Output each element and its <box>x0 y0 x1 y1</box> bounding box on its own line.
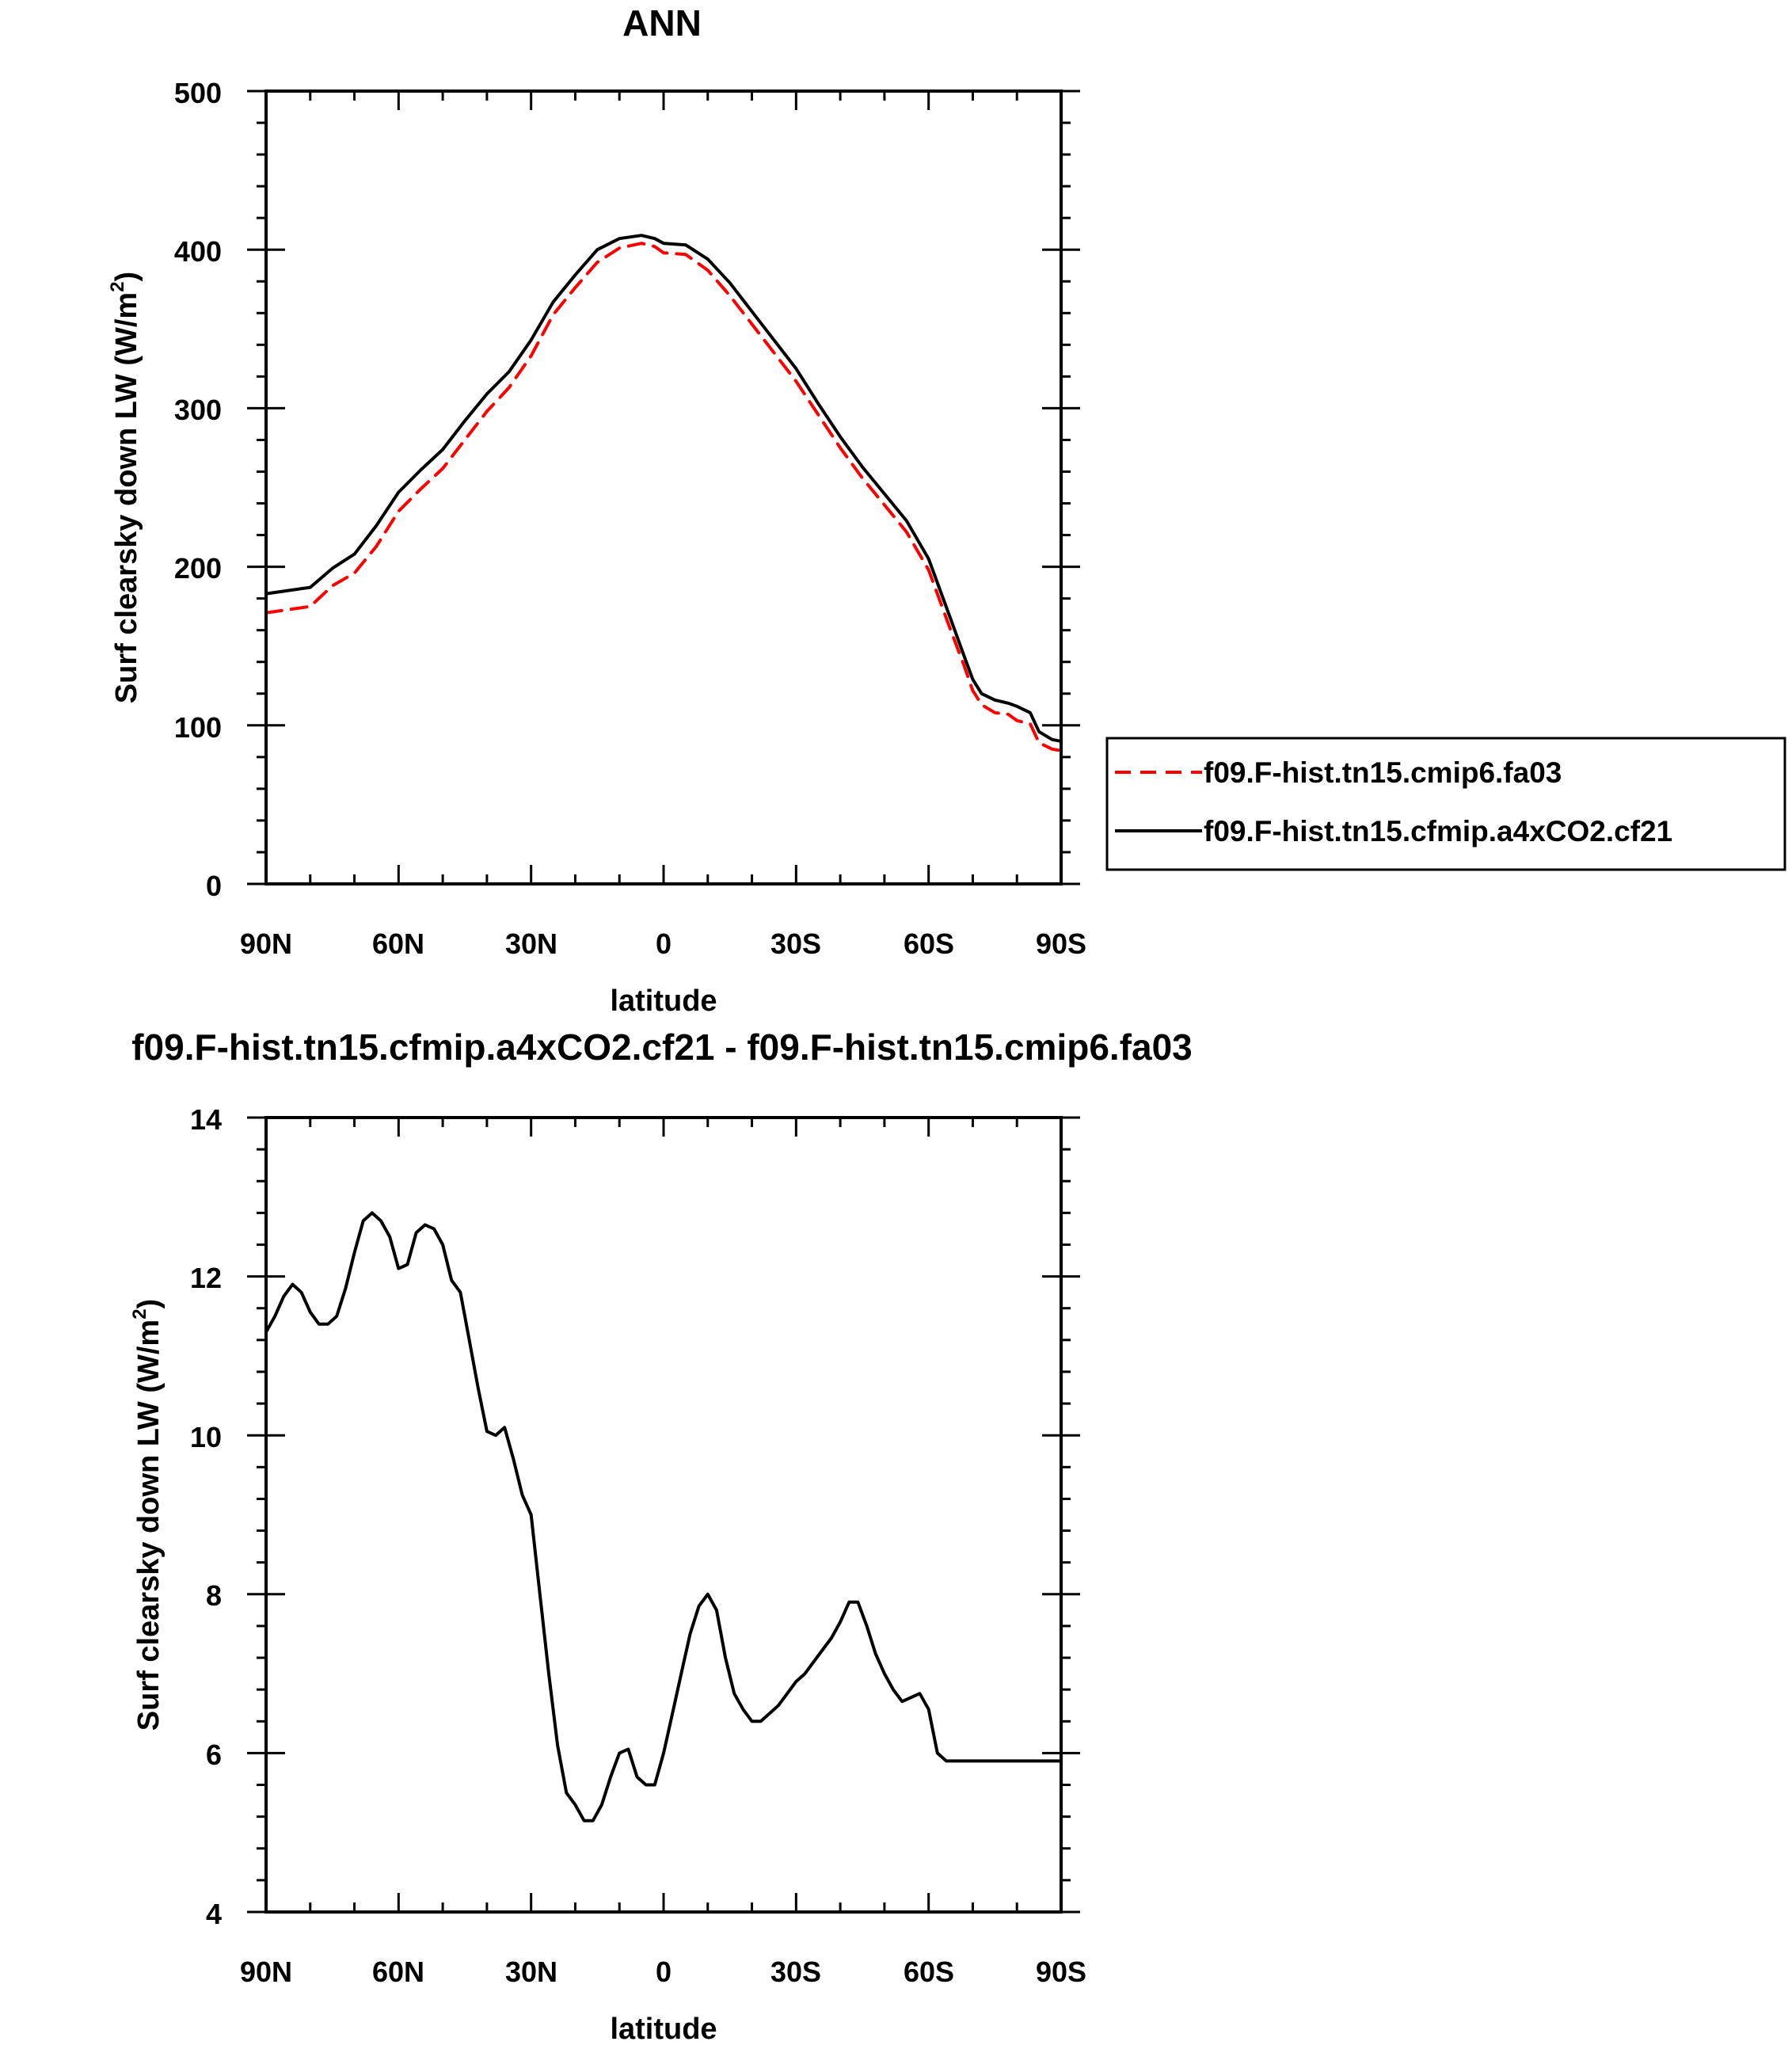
p2-y-axis-label: Surf clearsky down LW (W/m2) <box>129 1299 166 1731</box>
p1-y-axis-label-sup: 2 <box>107 281 128 291</box>
p2-y-tick-label: 4 <box>206 1898 222 1930</box>
series-line-fa03 <box>264 242 1063 752</box>
p2-y-axis-label-main: Surf clearsky down LW (W/m <box>132 1320 166 1731</box>
p1-x-tick-label: 60S <box>904 927 954 960</box>
p2-y-tick-label: 10 <box>190 1421 222 1453</box>
p1-y-tick-label: 100 <box>174 711 222 744</box>
p1-x-tick-label: 90N <box>240 927 292 960</box>
p1-x-tick-label: 30N <box>505 927 557 960</box>
p2-x-tick-label: 90S <box>1036 1956 1086 1988</box>
p1-y-axis-label-main: Surf clearsky down LW (W/m <box>110 292 143 703</box>
p1-x-tick-label: 60N <box>372 927 424 960</box>
p2-y-axis-label-end: ) <box>132 1299 166 1309</box>
p1-y-axis-label: Surf clearsky down LW (W/m2) <box>107 272 143 703</box>
p1-y-tick-labels: 0 100 200 300 400 500 <box>174 77 222 902</box>
p1-plot-frame <box>264 90 1063 885</box>
series-line-difference <box>264 1211 1063 1822</box>
p1-y-tick-label: 500 <box>174 77 222 109</box>
p2-y-axis-label-sup: 2 <box>129 1308 150 1319</box>
legend: f09.F-hist.tn15.cmip6.fa03 f09.F-hist.tn… <box>1105 737 1786 871</box>
p2-y-tick-label: 14 <box>190 1103 222 1136</box>
legend-box <box>1105 737 1786 871</box>
p2-y-tick-labels: 4 6 8 10 12 14 <box>190 1103 222 1930</box>
p2-y-tick-label: 8 <box>206 1579 222 1612</box>
p1-ticks <box>247 90 1080 885</box>
p1-x-tick-label: 0 <box>656 927 672 960</box>
p1-x-axis-label: latitude <box>610 985 717 1018</box>
p1-series <box>264 234 1063 752</box>
p2-x-tick-label: 30N <box>505 1956 557 1988</box>
p2-x-axis-label: latitude <box>610 2013 717 2045</box>
p2-plot-frame <box>264 1116 1063 1914</box>
p1-x-tick-label: 30S <box>770 927 821 960</box>
p2-y-tick-label: 6 <box>206 1739 222 1771</box>
p1-y-axis-label-end: ) <box>110 272 143 282</box>
p1-y-tick-label: 300 <box>174 394 222 426</box>
p2-x-tick-label: 60S <box>904 1956 954 1988</box>
p2-x-tick-label: 0 <box>656 1956 672 1988</box>
p1-x-tick-labels: 90N 60N 30N 0 30S 60S 90S <box>240 927 1086 960</box>
p2-series <box>264 1211 1063 1822</box>
p2-ticks <box>247 1116 1080 1914</box>
title-2: f09.F-hist.tn15.cfmip.a4xCO2.cf21 - f09.… <box>131 1026 1193 1068</box>
p2-x-tick-label: 30S <box>770 1956 821 1988</box>
legend-label-fa03: f09.F-hist.tn15.cmip6.fa03 <box>1204 756 1562 789</box>
p1-y-tick-label: 400 <box>174 235 222 268</box>
p2-x-tick-labels: 90N 60N 30N 0 30S 60S 90S <box>240 1956 1086 1988</box>
p1-y-tick-label: 0 <box>206 870 222 902</box>
p2-y-tick-label: 12 <box>190 1262 222 1294</box>
legend-label-a4xco2: f09.F-hist.tn15.cfmip.a4xCO2.cf21 <box>1204 815 1672 847</box>
p1-x-tick-label: 90S <box>1036 927 1086 960</box>
p1-y-tick-label: 200 <box>174 552 222 585</box>
series-line-a4xco2 <box>264 234 1063 743</box>
title-1: ANN <box>622 2 702 44</box>
p2-x-tick-label: 90N <box>240 1956 292 1988</box>
p2-x-tick-label: 60N <box>372 1956 424 1988</box>
